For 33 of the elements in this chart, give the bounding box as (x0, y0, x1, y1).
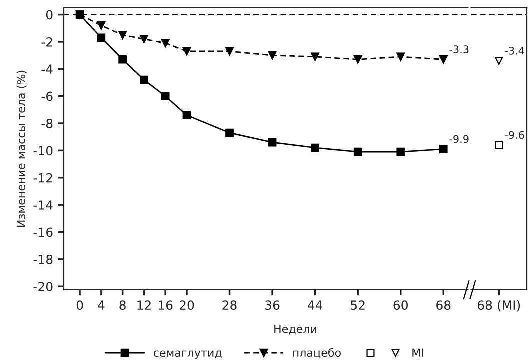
x-tick-label: 20 (180, 300, 194, 310)
y-tick-label: -14 (34, 200, 53, 210)
y-tick-label: -20 (34, 282, 53, 292)
legend-label: MI (412, 348, 424, 357)
data-label: -3.4 (505, 46, 524, 55)
x-tick-label: 0 (76, 300, 84, 310)
y-tick-label: -18 (34, 254, 53, 264)
x-tick-label: 16 (159, 300, 173, 310)
y-tick-label: -6 (42, 92, 53, 102)
data-label: -3.3 (450, 46, 469, 54)
y-tick-label: -8 (42, 118, 53, 128)
x-axis-title: Недели (274, 325, 317, 335)
x-tick-label: 36 (266, 300, 280, 310)
y-tick-label: -12 (34, 173, 52, 183)
y-tick-label: -4 (42, 64, 53, 74)
y-tick-label: -2 (42, 37, 52, 47)
y-tick-label: -10 (34, 146, 53, 156)
x-tick-label: 44 (308, 300, 323, 310)
x-tick-label: 68 (MI) (478, 300, 520, 312)
y-tick-label: -16 (34, 228, 53, 238)
data-label: -9.9 (450, 135, 469, 144)
x-tick-label: 8 (120, 300, 126, 310)
data-label: -9.6 (505, 131, 524, 140)
legend-label: плацебо (293, 348, 341, 358)
x-tick-label: 68 (436, 300, 451, 310)
x-tick-label: 4 (98, 300, 105, 310)
x-tick-label: 60 (394, 300, 408, 310)
legend-label: семаглутид (154, 350, 222, 360)
x-tick-label: 12 (138, 300, 151, 310)
x-tick-label: 52 (351, 300, 365, 310)
y-axis-title: Изменение массы тела (%) (16, 70, 27, 227)
y-tick-label: 0 (46, 10, 53, 20)
x-tick-label: 28 (222, 300, 237, 310)
